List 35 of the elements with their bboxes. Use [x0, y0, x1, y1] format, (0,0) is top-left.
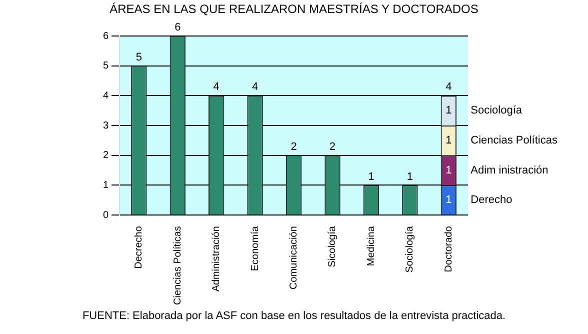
data-label: 4 — [252, 81, 258, 94]
y-tick-label: 3 — [103, 120, 109, 132]
data-label: 1 — [446, 194, 452, 206]
x-tick-label: Decrecho — [134, 226, 145, 269]
y-tick-label: 6 — [103, 30, 109, 42]
y-tick-label: 5 — [103, 60, 109, 72]
series-label: Adim inistración — [470, 164, 548, 176]
y-tick-label: 1 — [103, 180, 109, 191]
x-tick-label: Economía — [250, 226, 261, 272]
y-tick-label: 0 — [103, 210, 109, 221]
x-tick-label: Ciencias Políticas — [172, 226, 184, 305]
y-tick-label: 2 — [103, 150, 109, 162]
data-label: 1 — [368, 170, 374, 183]
data-label: 5 — [136, 51, 142, 64]
x-tick-label: Administración — [211, 226, 222, 292]
x-tick-label: Sicología — [327, 226, 338, 268]
total-label: 4 — [446, 81, 452, 94]
series-label: Ciencias Políticas — [470, 134, 558, 146]
source-note: FUENTE: Elaborada por la ASF con base en los resultados de la entrevista practicada. — [81, 310, 507, 322]
data-label: 2 — [329, 140, 336, 153]
data-label: 1 — [446, 104, 452, 117]
x-tick-label: Sociología — [404, 226, 416, 273]
data-label: 1 — [446, 164, 452, 176]
chart-title: ÁREAS EN LAS QUE REALIZARON MAESTRÍAS Y DOCTORADOS — [108, 2, 480, 16]
y-tick-label: 4 — [103, 90, 109, 102]
series-label: Sociología — [470, 104, 523, 117]
data-label: 4 — [213, 81, 220, 94]
x-tick-label: Doctorado — [443, 226, 454, 272]
data-label: 6 — [174, 22, 181, 34]
data-label: 1 — [446, 134, 452, 146]
x-tick-label: Comunicación — [288, 226, 300, 290]
data-label: 1 — [406, 170, 413, 183]
data-label: 2 — [290, 140, 297, 153]
series-label: Derecho — [470, 194, 512, 206]
x-tick-label: Medicina — [366, 226, 377, 266]
